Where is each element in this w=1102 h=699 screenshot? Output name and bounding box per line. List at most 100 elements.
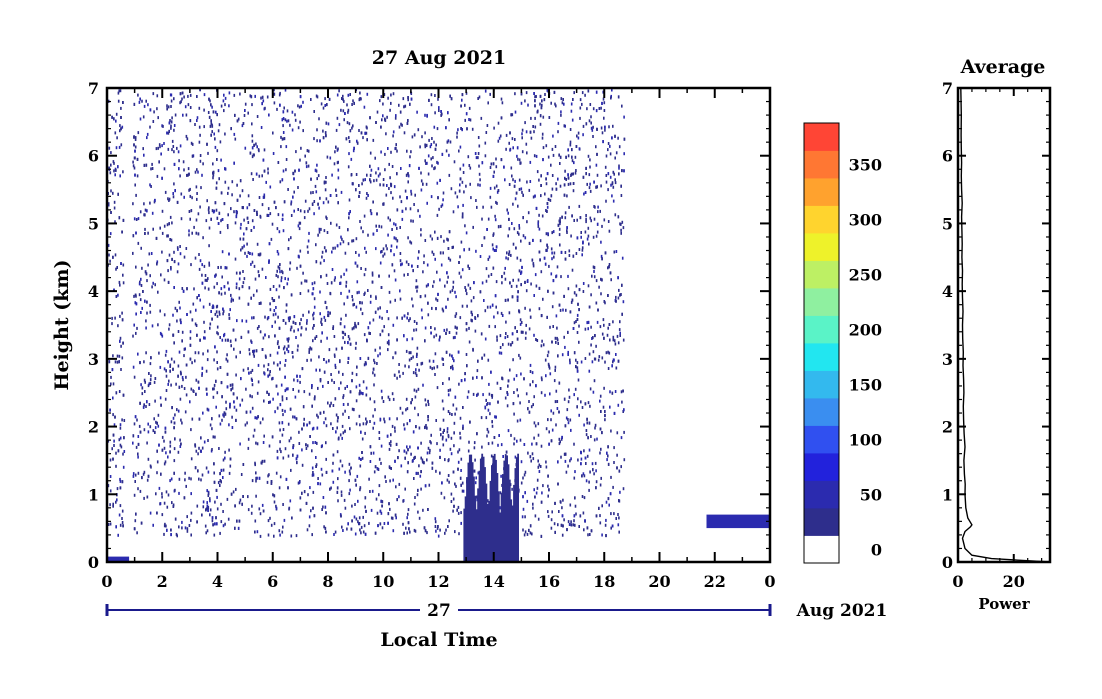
heatmap-cell [455,331,458,335]
heatmap-cell [117,91,120,95]
heatmap-cell [577,302,579,306]
heatmap-cell [113,288,115,292]
heatmap-cell [614,213,617,217]
heatmap-cell [255,142,257,146]
heatmap-cell [251,383,254,387]
heatmap-cell [250,296,252,300]
heatmap-cell [492,247,494,251]
heatmap-cell [179,252,182,256]
heatmap-cell [280,383,283,387]
heatmap-cell [174,306,177,310]
heatmap-cell [283,518,286,522]
heatmap-cell [286,109,289,113]
heatmap-cell [593,205,595,208]
heatmap-cell [267,519,270,523]
heatmap-cell [481,161,484,165]
heatmap-cell [210,217,212,221]
heatmap-cell [475,476,477,480]
heatmap-cell [363,105,366,109]
heatmap-cell [495,245,498,249]
heatmap-cell [491,243,494,247]
heatmap-cell [410,150,412,154]
heatmap-cell [452,357,454,361]
heatmap-cell [208,263,211,267]
heatmap-cell [338,370,340,374]
heatmap-cell [434,327,436,331]
heatmap-cell [496,335,498,339]
heatmap-cell [313,514,316,518]
heatmap-cell [547,362,550,366]
heatmap-cell [458,261,460,264]
heatmap-cell [251,134,254,138]
heatmap-cell [416,110,418,114]
heatmap-cell [335,145,337,149]
heatmap-cell [563,193,566,197]
heatmap-cell [620,194,623,197]
heatmap-cell [578,324,580,328]
heatmap-cell [557,354,559,358]
heatmap-cell [157,116,159,120]
heatmap-cell [186,137,189,141]
heatmap-cell [155,147,158,151]
heatmap-cell [284,359,287,362]
heatmap-cell [287,422,290,426]
heatmap-cell [228,287,230,291]
heatmap-cell [546,245,549,249]
heatmap-cell [137,131,140,135]
heatmap-cell [407,119,409,122]
heatmap-cell [286,282,289,286]
heatmap-cell [136,418,138,422]
heatmap-cell [614,156,616,160]
heatmap-cell [358,414,361,418]
heatmap-cell [560,250,563,254]
heatmap-cell [120,262,122,265]
heatmap-cell [217,222,220,225]
heatmap-cell [268,113,270,117]
heatmap-cell [264,333,266,337]
heatmap-cell [597,308,599,312]
heatmap-cell [359,91,361,95]
heatmap-cell [252,293,255,297]
heatmap-cell [324,97,326,101]
heatmap-cell [163,501,166,505]
heatmap-cell [546,354,549,358]
heatmap-cell [552,230,555,234]
heatmap-cell [212,304,214,308]
heatmap-cell [467,390,470,394]
heatmap-cell [381,118,383,122]
heatmap-cell [147,430,150,434]
heatmap-cell [133,294,135,298]
heatmap-cell [300,281,303,285]
heatmap-cell [385,193,388,197]
heatmap-cell [165,374,168,378]
heatmap-cell [510,113,512,117]
heatmap-cell [249,394,251,398]
heatmap-cell [289,316,291,320]
heatmap-cell [369,490,371,493]
heatmap-cell [235,215,238,219]
heatmap-cell [315,243,317,247]
heatmap-cell [555,340,557,344]
heatmap-cell [451,413,453,416]
heatmap-cell [354,346,357,350]
heatmap-cell [213,383,216,387]
heatmap-cell [561,514,564,518]
heatmap-cell [409,155,411,159]
heatmap-cell [501,275,503,279]
heatmap-cell [209,499,211,503]
heatmap-cell [442,431,444,434]
heatmap-cell [575,169,577,172]
heatmap-cell [440,204,443,208]
heatmap-cell [145,319,147,323]
heatmap-cell [142,290,144,293]
heatmap-cell [257,363,260,367]
heatmap-cell [386,310,388,313]
heatmap-cell [175,382,177,386]
heatmap-cell [526,151,528,155]
heatmap-cell [588,421,591,425]
heatmap-cell [377,174,380,178]
heatmap-cell [219,336,221,339]
heatmap-cell [583,423,585,427]
heatmap-cell [578,248,581,251]
heatmap-cell [416,289,418,293]
